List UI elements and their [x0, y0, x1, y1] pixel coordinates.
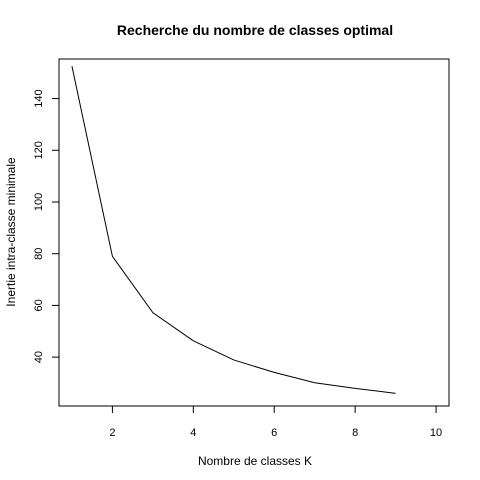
x-axis-label: Nombre de classes K [198, 454, 312, 468]
y-tick-label: 140 [33, 89, 45, 107]
x-axis: 2 4 6 8 10 [109, 406, 442, 439]
series-line [71, 66, 396, 394]
plot-frame [58, 58, 450, 407]
x-tick-label: 2 [109, 427, 115, 439]
x-tick-label: 6 [271, 427, 277, 439]
y-tick-label: 40 [33, 351, 45, 363]
x-tick-label: 10 [430, 427, 442, 439]
y-axis: 40 60 80 100 120 140 [33, 89, 59, 363]
y-axis-label: Inertie intra-classe minimale [4, 157, 18, 307]
x-tick-label: 4 [190, 427, 196, 439]
y-tick-label: 100 [33, 193, 45, 211]
y-tick-label: 60 [33, 299, 45, 311]
x-tick-label: 8 [352, 427, 358, 439]
y-tick-label: 80 [33, 248, 45, 260]
y-tick-label: 120 [33, 141, 45, 159]
chart-title: Recherche du nombre de classes optimal [117, 22, 393, 38]
